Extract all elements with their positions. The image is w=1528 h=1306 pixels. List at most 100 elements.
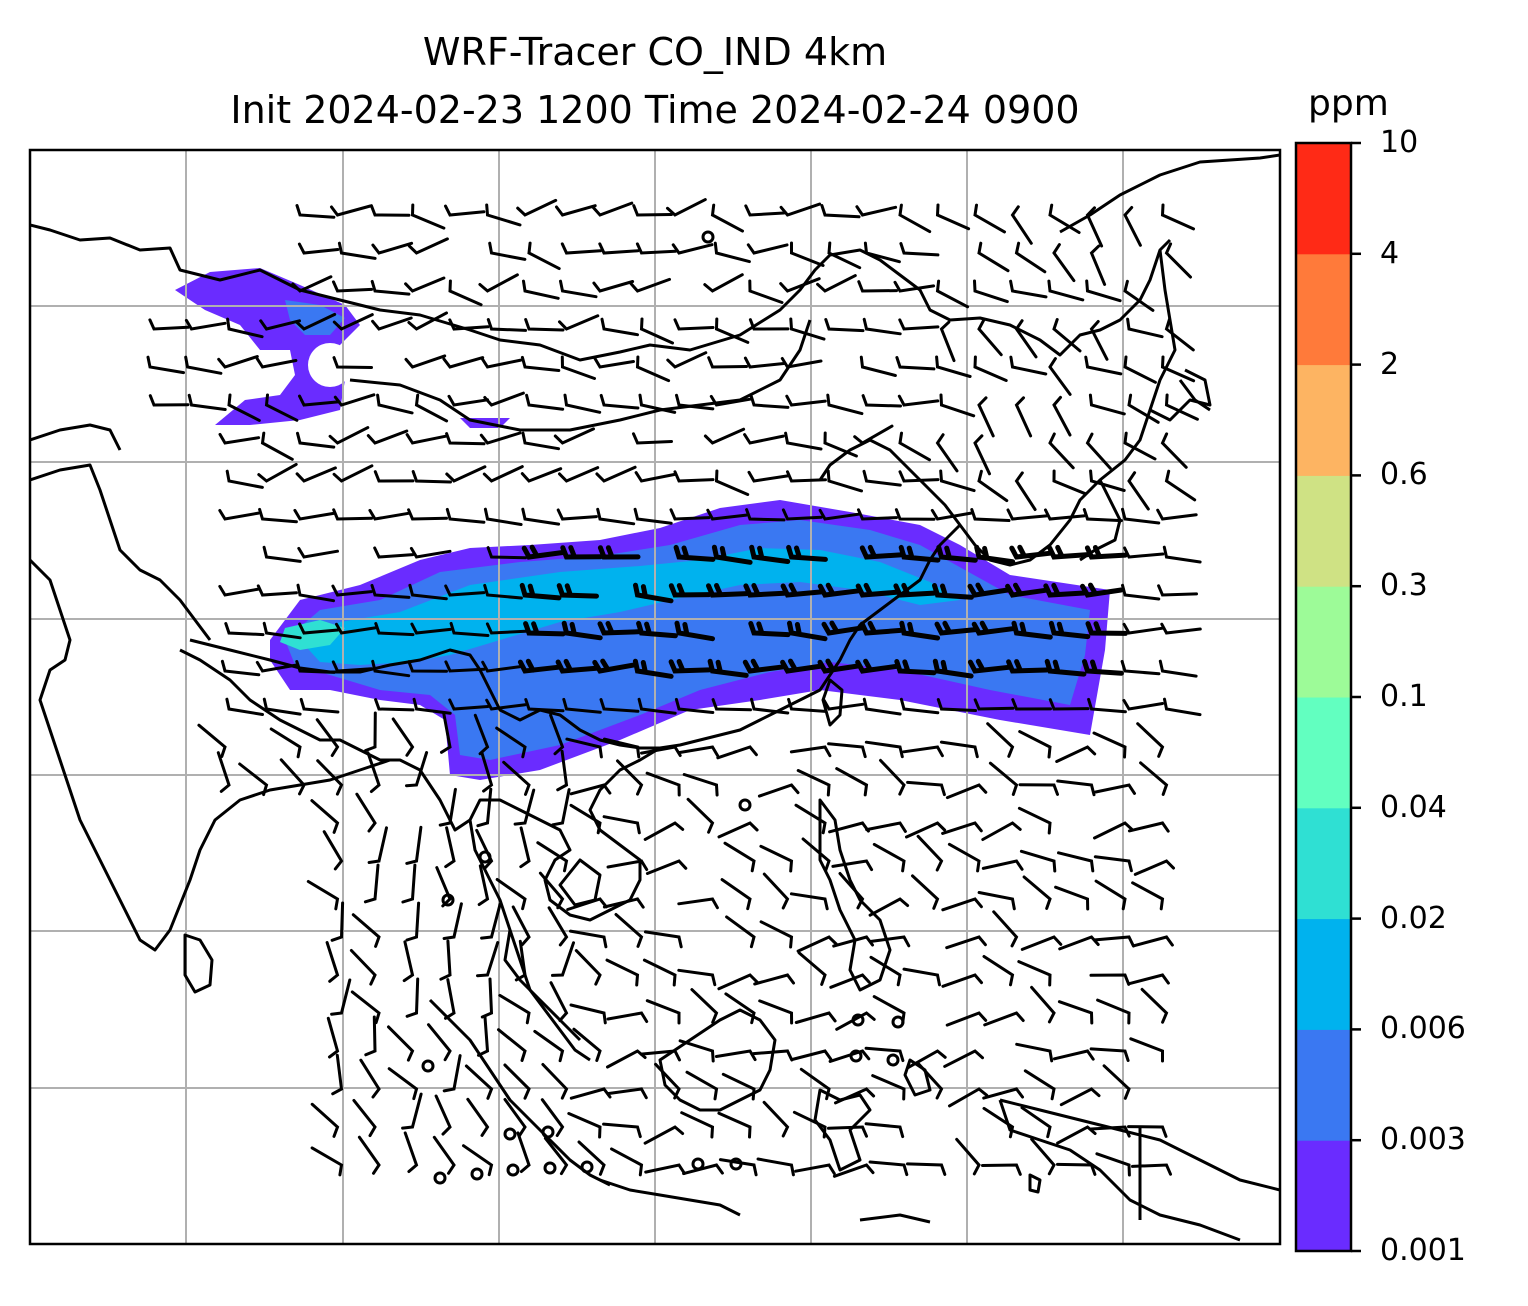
wind-barb [401, 1092, 423, 1130]
wind-barb [977, 469, 1009, 503]
wind-barb [427, 1023, 452, 1062]
wind-barb [148, 318, 190, 331]
wind-barb [1156, 508, 1198, 521]
wind-barb [1019, 849, 1057, 873]
wind-barb [295, 312, 337, 331]
wind-barb [1094, 879, 1127, 911]
wind-barb [1121, 583, 1161, 601]
wind-barb [666, 198, 707, 217]
wind-barb [1140, 987, 1169, 1024]
wind-barb [1092, 731, 1127, 759]
wind-barb [645, 859, 688, 875]
wind-barb [357, 1135, 381, 1175]
wind-barb [941, 821, 983, 835]
wind-barb [857, 508, 898, 521]
wind-barb [781, 508, 823, 521]
wind-barb [822, 698, 865, 711]
wind-barb [1139, 761, 1169, 796]
wind-barb [1123, 279, 1155, 312]
wind-barb [977, 318, 1003, 357]
wind-barb [790, 241, 825, 267]
wind-barb [445, 507, 486, 524]
wind-barb [328, 426, 370, 445]
wind-barb [555, 658, 599, 674]
wind-barb [973, 203, 1006, 234]
wind-barb [495, 726, 527, 759]
wind-barb [447, 394, 490, 407]
wind-barb [864, 1046, 905, 1063]
plume-nw-hole [308, 343, 352, 387]
wind-barb [932, 658, 974, 679]
wind-barb [569, 1087, 612, 1100]
wind-barb [827, 241, 862, 270]
wind-barb [543, 1136, 569, 1176]
wind-barb [316, 759, 344, 796]
wind-barb [352, 1098, 377, 1138]
wind-barb [599, 698, 640, 713]
wind-barb [789, 892, 829, 911]
wind-barb [643, 821, 685, 841]
wind-barb [762, 872, 790, 910]
wind-barb [405, 977, 420, 1018]
wind-barb [634, 471, 677, 483]
wind-barb [541, 1063, 569, 1100]
wind-barb [521, 431, 560, 451]
wind-barb [227, 393, 261, 422]
wind-barb [333, 393, 376, 407]
wind-barb [855, 658, 899, 674]
wind-barb [717, 1111, 752, 1139]
wind-barb [442, 902, 463, 940]
wind-barb [519, 582, 562, 601]
wind-barb [538, 871, 565, 910]
wind-barb [297, 242, 340, 255]
wind-barb [709, 394, 752, 407]
wind-barb [414, 393, 449, 423]
colorbar-frame [1294, 141, 1353, 1253]
wind-barb [643, 930, 683, 949]
wind-barb [610, 1147, 644, 1177]
wind-barb [939, 469, 976, 493]
wind-barb [1011, 698, 1052, 711]
wind-barb [224, 622, 265, 637]
wind-barb [898, 470, 940, 483]
wind-barb [606, 1087, 648, 1100]
wind-barb [476, 787, 493, 828]
wind-barb [503, 1098, 527, 1137]
wind-barb [1162, 545, 1202, 564]
wind-barb [986, 722, 1015, 758]
wind-barb [1085, 206, 1104, 248]
wind-barb [642, 958, 677, 987]
colorbar-segment [1296, 697, 1351, 809]
wind-barb [982, 1087, 1024, 1100]
wind-barb [638, 393, 677, 414]
wind-barb [898, 203, 932, 234]
wind-barb [1089, 469, 1126, 492]
wind-barb [1123, 355, 1157, 384]
wind-barb [566, 897, 608, 911]
wind-barb [410, 622, 452, 635]
wind-barb [444, 660, 486, 673]
wind-barb [350, 990, 381, 1025]
wind-barb [988, 761, 1019, 796]
wind-barb [298, 622, 340, 635]
wind-barb [970, 508, 1011, 522]
wind-barb [868, 897, 910, 917]
wind-barb [674, 620, 715, 642]
wind-barb [784, 431, 823, 451]
wind-barb [1157, 584, 1198, 597]
wind-barb [485, 203, 522, 227]
colorbar-segment [1296, 1029, 1351, 1141]
wind-barb [668, 583, 712, 598]
wind-barb [1044, 508, 1086, 521]
wind-barb [786, 470, 827, 483]
wind-barb [1164, 317, 1195, 352]
wind-barb [373, 470, 415, 483]
wind-barb [789, 317, 826, 341]
wind-barb [703, 273, 744, 293]
wind-barb [1123, 206, 1142, 247]
wind-barb [711, 698, 752, 712]
colorbar-tick-label: 0.02 [1380, 900, 1447, 936]
wind-barb [636, 620, 678, 639]
colorbar-tick-label: 0.6 [1380, 457, 1428, 493]
